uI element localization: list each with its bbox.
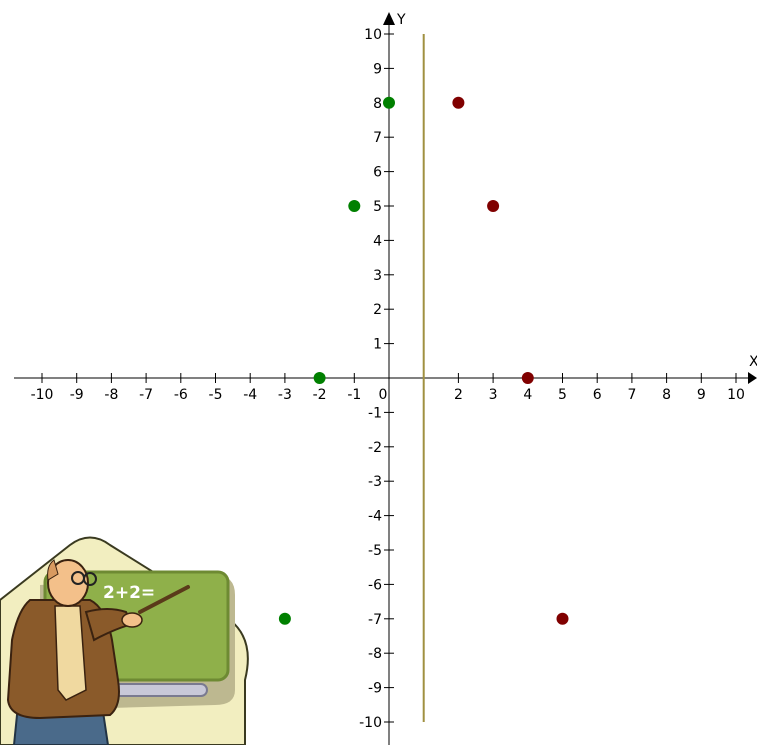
x-tick-label: 3 [489, 387, 498, 403]
x-tick-label: 7 [627, 387, 636, 403]
teacher-illustration: 2+2= [0, 536, 249, 745]
y-tick-label: 3 [373, 268, 382, 284]
y-tick-label: -3 [368, 474, 382, 490]
teacher-hair [47, 559, 59, 581]
x-tick-label: -8 [104, 387, 118, 403]
x-tick-label: -3 [278, 387, 292, 403]
x-tick-label: 9 [697, 387, 706, 403]
x-tick-label: -1 [347, 387, 361, 403]
y-axis-arrow-icon [383, 12, 395, 25]
x-tick-label: 8 [662, 387, 671, 403]
x-axis-arrow-icon [748, 372, 757, 384]
y-tick-label: 5 [373, 199, 382, 215]
x-tick-label: -4 [243, 387, 257, 403]
x-tick-label: -7 [139, 387, 153, 403]
data-point-series-1 [383, 96, 395, 109]
y-tick-label: -4 [368, 509, 382, 525]
y-tick-label: -5 [368, 543, 382, 559]
y-axis-label: Y [396, 12, 406, 28]
data-point-series-2 [521, 372, 534, 384]
tick-labels: -10 -9 -8 -7 -6 -5 -4 -3 -2 -1 0 2 3 4 5 6 7 8 9 10-10-9-8-… [31, 27, 745, 731]
data-point-series-1 [348, 200, 361, 212]
glasses-icon-right [83, 572, 97, 586]
data-point-series-2 [452, 96, 465, 109]
axes: XY [14, 12, 757, 745]
y-tick-label: 9 [373, 61, 382, 77]
y-tick-label: 8 [373, 96, 382, 112]
chalkboard-text: 2+2= [103, 583, 155, 603]
x-tick-label: 10 [727, 387, 745, 403]
points [278, 96, 569, 625]
y-tick-label: 4 [373, 233, 382, 249]
y-tick-label: -2 [368, 440, 382, 456]
data-point-series-2 [556, 612, 569, 625]
pointer-stick [138, 585, 190, 614]
teacher-hand [121, 612, 143, 628]
x-tick-label: 2 [454, 387, 463, 403]
data-point-series-1 [313, 372, 326, 384]
x-tick-label: -9 [70, 387, 84, 403]
y-tick-label: -1 [368, 405, 382, 421]
y-tick-label: -7 [368, 612, 382, 628]
x-tick-label: 5 [558, 387, 567, 403]
data-point-series-1 [278, 612, 291, 625]
x-tick-label: -6 [174, 387, 188, 403]
x-tick-label: -2 [313, 387, 327, 403]
y-tick-label: -6 [368, 577, 382, 593]
x-tick-label: -5 [209, 387, 223, 403]
x-tick-label: 0 [379, 387, 388, 403]
y-tick-label: 2 [373, 302, 382, 318]
y-tick-label: -9 [368, 681, 382, 697]
teacher-shirt [54, 605, 87, 701]
x-axis-label: X [749, 354, 757, 370]
x-tick-label: 4 [523, 387, 532, 403]
y-tick-label: 1 [373, 337, 382, 353]
y-tick-label: 10 [364, 27, 382, 43]
data-point-series-2 [487, 200, 500, 212]
y-tick-label: 6 [373, 165, 382, 181]
x-tick-label: -10 [31, 387, 54, 403]
y-tick-label: 7 [373, 130, 382, 146]
y-tick-label: -10 [359, 715, 382, 731]
x-tick-label: 6 [593, 387, 602, 403]
y-tick-label: -8 [368, 646, 382, 662]
